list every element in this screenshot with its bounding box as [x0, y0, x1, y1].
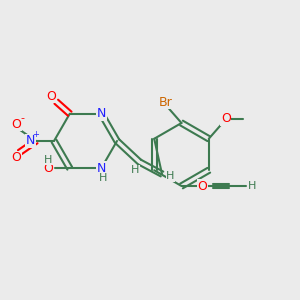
Text: H: H: [248, 181, 256, 191]
Text: O: O: [221, 112, 231, 125]
Text: H: H: [44, 155, 52, 165]
Text: -: -: [20, 113, 25, 123]
Text: N: N: [97, 162, 106, 175]
Text: H: H: [166, 171, 175, 182]
Text: O: O: [46, 90, 56, 103]
Text: O: O: [12, 118, 21, 131]
Text: O: O: [198, 179, 207, 193]
Text: Br: Br: [158, 95, 172, 109]
Text: O: O: [12, 151, 21, 164]
Text: +: +: [32, 130, 39, 139]
Text: N: N: [26, 134, 35, 148]
Text: H: H: [99, 173, 107, 183]
Text: H: H: [131, 165, 139, 176]
Text: N: N: [97, 107, 106, 120]
Text: O: O: [43, 162, 53, 175]
